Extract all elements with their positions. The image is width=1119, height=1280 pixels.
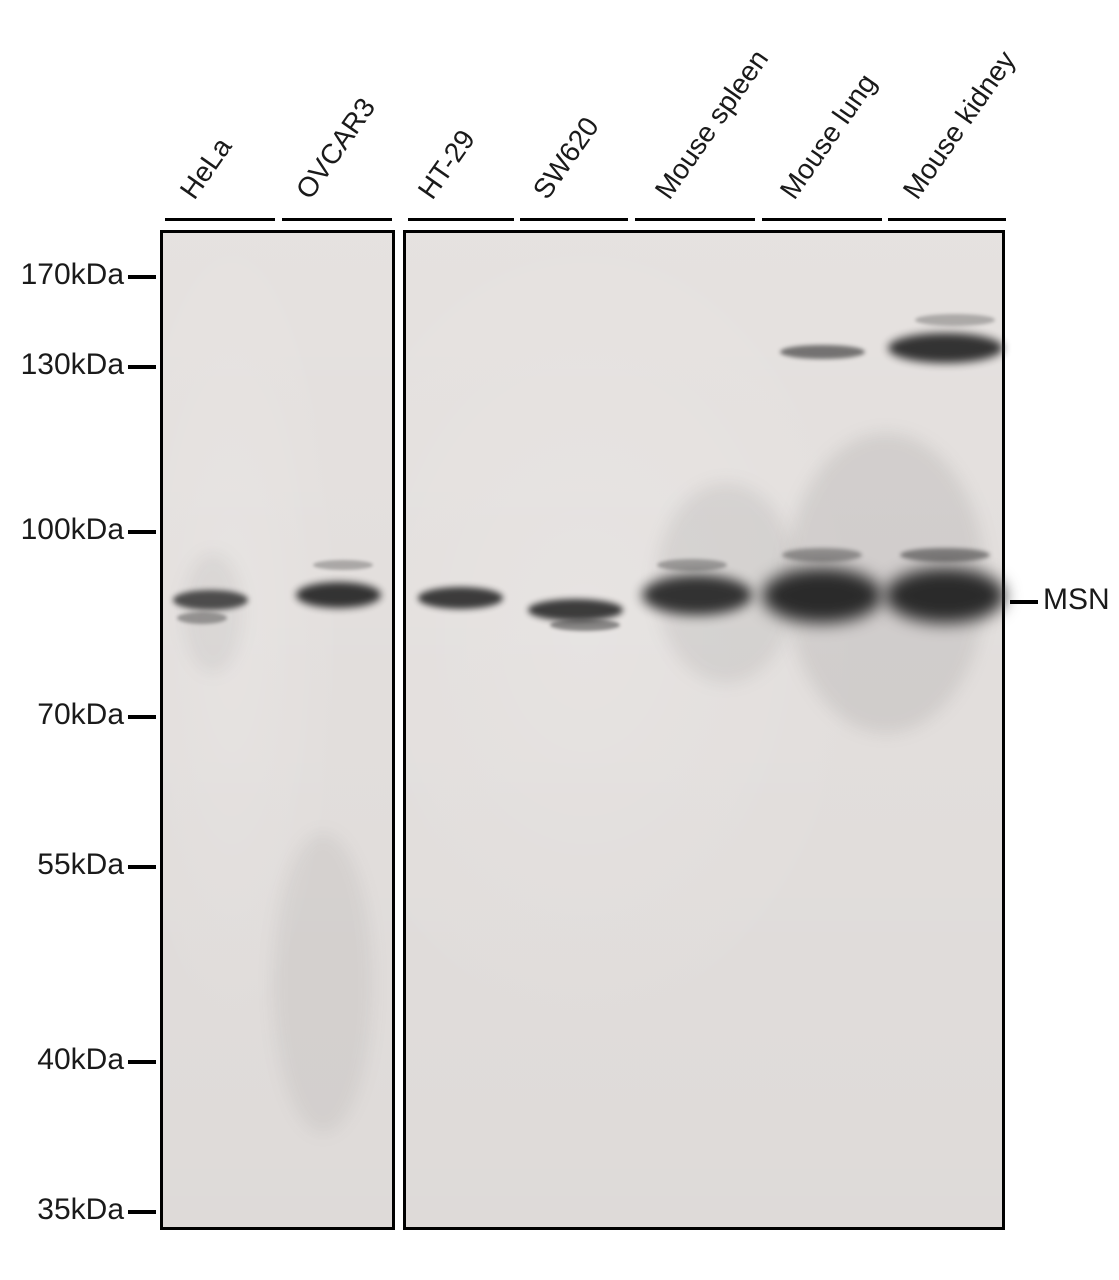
- lane-underline: [408, 218, 514, 221]
- mw-tick: [128, 530, 156, 534]
- lane-label-mouse-lung: Mouse lung: [774, 68, 883, 205]
- mw-label-55: 55kDa: [37, 848, 124, 882]
- mw-label-40: 40kDa: [37, 1043, 124, 1077]
- mw-tick: [128, 275, 156, 279]
- lane-label-mouse-kidney: Mouse kidney: [897, 45, 1022, 205]
- lane-label-ht29: HT-29: [412, 124, 482, 205]
- protein-tick: [1010, 600, 1038, 604]
- mw-label-35: 35kDa: [37, 1193, 124, 1227]
- mw-label-70: 70kDa: [37, 698, 124, 732]
- mw-tick: [128, 865, 156, 869]
- blot-panel-1: [160, 230, 395, 1230]
- lane-label-ovcar3: OVCAR3: [290, 92, 382, 205]
- blot-smudge: [273, 833, 373, 1133]
- lane-underline: [762, 218, 882, 221]
- mw-tick: [128, 715, 156, 719]
- mw-tick: [128, 1060, 156, 1064]
- lane-underline: [282, 218, 392, 221]
- protein-label-msn: MSN: [1043, 583, 1110, 617]
- lane-underline: [520, 218, 628, 221]
- lane-label-hela: HeLa: [174, 132, 239, 205]
- mw-label-130: 130kDa: [21, 348, 124, 382]
- blot-smudge: [183, 553, 243, 673]
- lane-underline: [165, 218, 275, 221]
- lane-label-mouse-spleen: Mouse spleen: [649, 44, 775, 205]
- lane-underline: [888, 218, 1006, 221]
- lane-label-sw620: SW620: [527, 111, 606, 205]
- mw-tick: [128, 365, 156, 369]
- mw-tick: [128, 1210, 156, 1214]
- western-blot-figure: HeLa OVCAR3 HT-29 SW620 Mouse spleen Mou…: [0, 0, 1119, 1280]
- blot-smudge: [656, 483, 796, 683]
- mw-label-100: 100kDa: [21, 513, 124, 547]
- mw-label-170: 170kDa: [21, 258, 124, 292]
- blot-smudge: [786, 433, 986, 733]
- blot-panel-2: [403, 230, 1005, 1230]
- blot-bg-texture: [406, 233, 1002, 1227]
- lane-underline: [635, 218, 755, 221]
